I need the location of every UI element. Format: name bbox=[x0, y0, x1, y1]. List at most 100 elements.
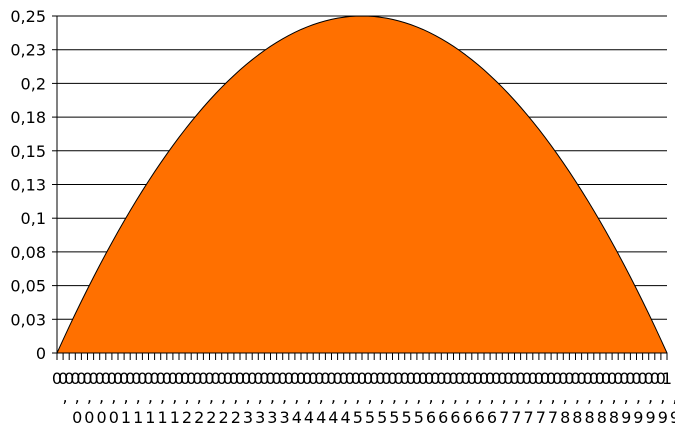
x-tick-separator: , bbox=[465, 387, 470, 406]
x-tick-label: 0 bbox=[394, 369, 404, 388]
x-tick-label: 0 bbox=[168, 369, 178, 388]
x-tick-separator: , bbox=[209, 387, 214, 406]
x-tick-separator: , bbox=[538, 387, 543, 406]
x-tick-label: 0 bbox=[491, 369, 501, 388]
x-tick-separator: , bbox=[343, 387, 348, 406]
x-tick-label: 0 bbox=[320, 369, 330, 388]
x-tick-label: 7 bbox=[548, 408, 558, 427]
x-tick-label: 3 bbox=[243, 408, 253, 427]
x-tick-label: 0 bbox=[656, 369, 666, 388]
x-tick-label: 0 bbox=[540, 369, 550, 388]
x-tick-label: 1 bbox=[158, 408, 168, 427]
x-tick-separator: , bbox=[550, 387, 555, 406]
x-tick-label: 5 bbox=[377, 408, 387, 427]
x-tick-label: 0 bbox=[369, 369, 379, 388]
x-tick-label: 0 bbox=[253, 369, 263, 388]
x-tick-label: 0 bbox=[625, 369, 635, 388]
x-tick-label: 0 bbox=[631, 369, 641, 388]
x-tick-label: 3 bbox=[267, 408, 277, 427]
x-tick-label: 0 bbox=[570, 369, 580, 388]
x-tick-label: 0 bbox=[58, 369, 68, 388]
x-tick-separator: , bbox=[648, 387, 653, 406]
x-tick-label: 5 bbox=[402, 408, 412, 427]
area-series bbox=[56, 15, 668, 354]
x-tick-separator: , bbox=[453, 387, 458, 406]
x-tick-label: 8 bbox=[560, 408, 570, 427]
x-tick-label: 0 bbox=[333, 369, 343, 388]
x-tick-label: 0 bbox=[82, 369, 92, 388]
x-tick-label: 9 bbox=[658, 408, 668, 427]
x-tick-label: 0 bbox=[436, 369, 446, 388]
x-tick-label: 0 bbox=[442, 369, 452, 388]
x-tick-label: 0 bbox=[278, 369, 288, 388]
x-tick-label: 0 bbox=[180, 369, 190, 388]
x-tick-label: 0 bbox=[516, 369, 526, 388]
x-tick-label: 0 bbox=[265, 369, 275, 388]
x-tick-label: 9 bbox=[646, 408, 656, 427]
x-tick-label: 0 bbox=[76, 369, 86, 388]
area-series-fill bbox=[56, 15, 668, 354]
x-tick-separator: , bbox=[62, 387, 67, 406]
x-tick-label: 0 bbox=[229, 369, 239, 388]
x-tick-label: 0 bbox=[644, 369, 654, 388]
x-tick-label: 0 bbox=[308, 369, 318, 388]
x-tick-label: 7 bbox=[499, 408, 509, 427]
x-tick-label: 2 bbox=[206, 408, 216, 427]
x-tick-separator: , bbox=[172, 387, 177, 406]
x-tick-separator: , bbox=[282, 387, 287, 406]
x-tick-label: 0 bbox=[113, 369, 123, 388]
x-tick-separator: , bbox=[392, 387, 397, 406]
y-tick-label: 0,23 bbox=[10, 41, 46, 60]
x-tick-label: 0 bbox=[314, 369, 324, 388]
x-tick-label: 5 bbox=[353, 408, 363, 427]
x-tick-label: 0 bbox=[607, 369, 617, 388]
x-tick-separator: , bbox=[636, 387, 641, 406]
x-tick-label: 0 bbox=[235, 369, 245, 388]
x-tick-label: 0 bbox=[400, 369, 410, 388]
x-tick-label: 0 bbox=[290, 369, 300, 388]
x-tick-label: 0 bbox=[485, 369, 495, 388]
x-tick-label: 0 bbox=[150, 369, 160, 388]
x-tick-separator: , bbox=[428, 387, 433, 406]
y-tick-label: 0,05 bbox=[10, 277, 46, 296]
x-tick-label: 0 bbox=[564, 369, 574, 388]
x-tick-label: 0 bbox=[418, 369, 428, 388]
x-tick-separator: , bbox=[404, 387, 409, 406]
x-tick-label: 0 bbox=[534, 369, 544, 388]
x-tick-label: 0 bbox=[546, 369, 556, 388]
x-tick-label: 0 bbox=[583, 369, 593, 388]
x-tick-label: 0 bbox=[412, 369, 422, 388]
x-tick-label: 0 bbox=[424, 369, 434, 388]
x-tick-label: 0 bbox=[650, 369, 660, 388]
x-tick-label: 0 bbox=[162, 369, 172, 388]
x-tick-label: 0 bbox=[52, 369, 62, 388]
x-tick-separator: , bbox=[367, 387, 372, 406]
x-tick-label: 0 bbox=[156, 369, 166, 388]
y-tick-label: 0,2 bbox=[21, 74, 46, 93]
x-tick-label: 0 bbox=[174, 369, 184, 388]
x-tick-label: 0 bbox=[247, 369, 257, 388]
x-tick-separator: , bbox=[148, 387, 153, 406]
x-tick-label: 0 bbox=[406, 369, 416, 388]
y-tick-label: 0,13 bbox=[10, 176, 46, 195]
x-tick-separator: , bbox=[87, 387, 92, 406]
x-tick-separator: , bbox=[233, 387, 238, 406]
x-tick-label: 0 bbox=[552, 369, 562, 388]
x-tick-label: 0 bbox=[217, 369, 227, 388]
x-tick-separator: , bbox=[575, 387, 580, 406]
x-tick-label: 0 bbox=[284, 369, 294, 388]
x-tick-label: 1 bbox=[133, 408, 143, 427]
x-tick-separator: , bbox=[672, 387, 675, 406]
x-tick-label: 6 bbox=[475, 408, 485, 427]
x-tick-label: 0 bbox=[272, 369, 282, 388]
x-tick-separator: , bbox=[624, 387, 629, 406]
x-tick-label: 5 bbox=[414, 408, 424, 427]
x-tick-label: 0 bbox=[497, 369, 507, 388]
x-tick-separator: , bbox=[416, 387, 421, 406]
x-tick-label: 1 bbox=[121, 408, 131, 427]
x-tick-label: 2 bbox=[231, 408, 241, 427]
x-tick-label: 0 bbox=[613, 369, 623, 388]
x-tick-label: 0 bbox=[89, 369, 99, 388]
x-tick-separator: , bbox=[184, 387, 189, 406]
